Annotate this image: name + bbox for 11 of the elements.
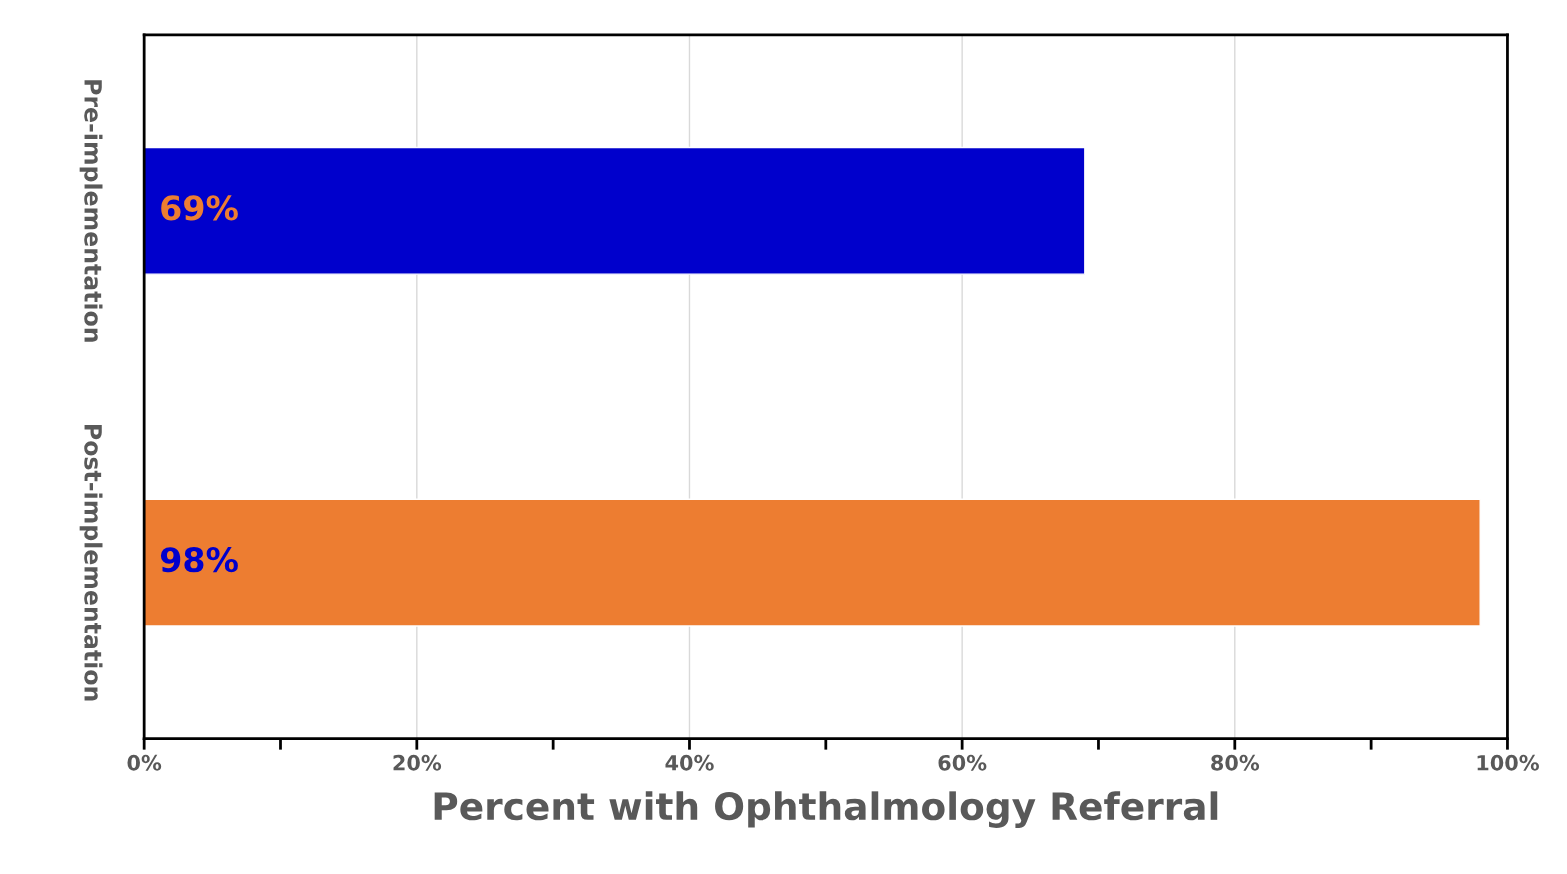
y-tick-label: Pre-implementation bbox=[79, 80, 103, 342]
data-label: 69% bbox=[161, 195, 238, 221]
x-tick-label: 100% bbox=[1477, 754, 1539, 771]
y-tick-label: Post-implementation bbox=[79, 425, 103, 701]
x-tick-label: 60% bbox=[938, 754, 987, 771]
data-label: 98% bbox=[160, 547, 238, 573]
x-tick-label: 0% bbox=[127, 754, 162, 771]
x-axis-title: Percent with Ophthalmology Referral bbox=[434, 791, 1218, 828]
x-tick-label: 20% bbox=[393, 754, 442, 771]
x-tick-label: 40% bbox=[665, 754, 714, 771]
x-tick-label: 80% bbox=[1211, 754, 1260, 771]
